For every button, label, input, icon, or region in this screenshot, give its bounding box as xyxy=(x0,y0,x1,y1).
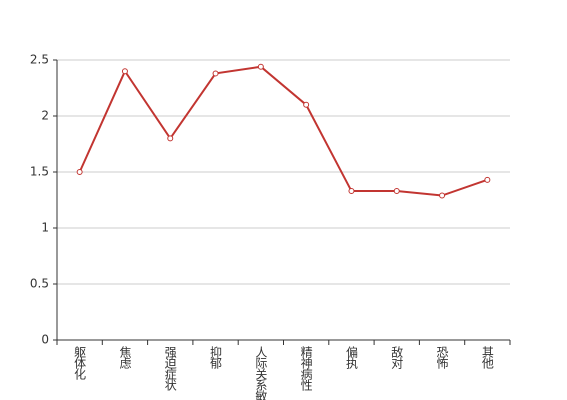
x-tick-label: 敌对 xyxy=(390,345,404,369)
y-tick-label: 2 xyxy=(41,109,49,123)
y-tick-label: 1.5 xyxy=(30,165,49,179)
x-tick-label: 人际关系敏感 xyxy=(254,346,268,400)
point xyxy=(439,192,446,199)
y-tick-label: 0 xyxy=(41,333,49,347)
line xyxy=(78,65,488,197)
x-tick-label: 强迫症状 xyxy=(163,346,177,391)
point xyxy=(348,188,355,195)
x-tick-label: 偏执 xyxy=(344,345,358,370)
point xyxy=(303,101,310,108)
x-tick-label: 焦虑 xyxy=(118,346,132,369)
point xyxy=(76,169,83,175)
x-tick-label: 其他 xyxy=(480,346,494,369)
point xyxy=(212,70,219,77)
y-tick-label: 0.5 xyxy=(30,277,49,291)
x-tick-label: 精神病性 xyxy=(299,346,313,392)
y-tick-label: 2.5 xyxy=(30,53,49,67)
x-tick-label: 躯体化 xyxy=(73,345,87,381)
point xyxy=(167,135,174,142)
point xyxy=(484,176,491,183)
point xyxy=(393,188,400,195)
x-tick-label: 抑郁 xyxy=(209,345,223,370)
point xyxy=(121,68,128,75)
y-tick-label: 1 xyxy=(41,221,49,235)
x-tick-label: 恐怖 xyxy=(435,346,449,369)
point xyxy=(257,63,264,70)
